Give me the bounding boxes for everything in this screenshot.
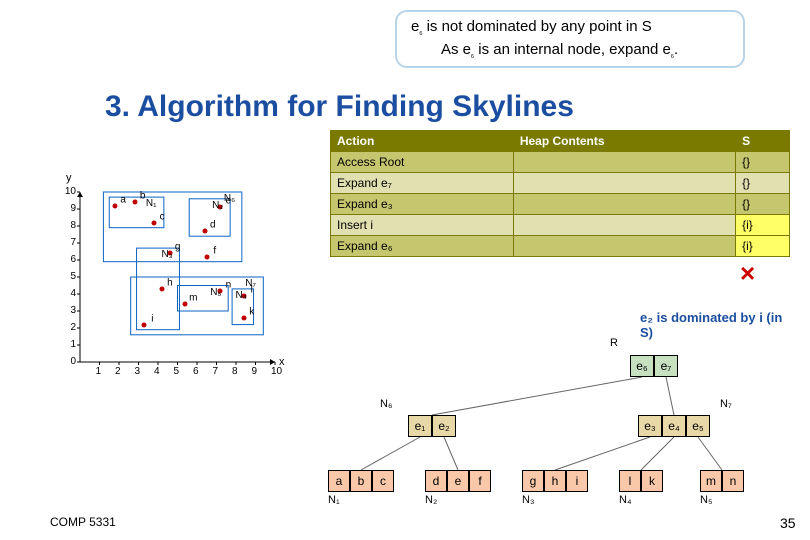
callout-line1: e6 is not dominated by any point in S [411,18,729,37]
footer-page-number: 35 [780,515,796,531]
callout-line2: As e6 is an internal node, expand e6. [411,41,729,60]
footer-course: COMP 5331 [50,515,116,529]
algorithm-table: ActionHeap ContentsSAccess Root{}Expand … [330,130,790,257]
page-title: 3. Algorithm for Finding Skylines [105,90,574,124]
cross-icon: × [740,258,755,289]
scatter-chart: 12345678910012345678910yxabcdefghiklmnN₁… [60,180,290,380]
rtree-diagram: Re₆e₇N₆N₇e₁e₂e₃e₄e₅abcN₁defN₂ghiN₃lkN₄mn… [320,310,800,510]
callout-box: e6 is not dominated by any point in S As… [395,10,745,68]
